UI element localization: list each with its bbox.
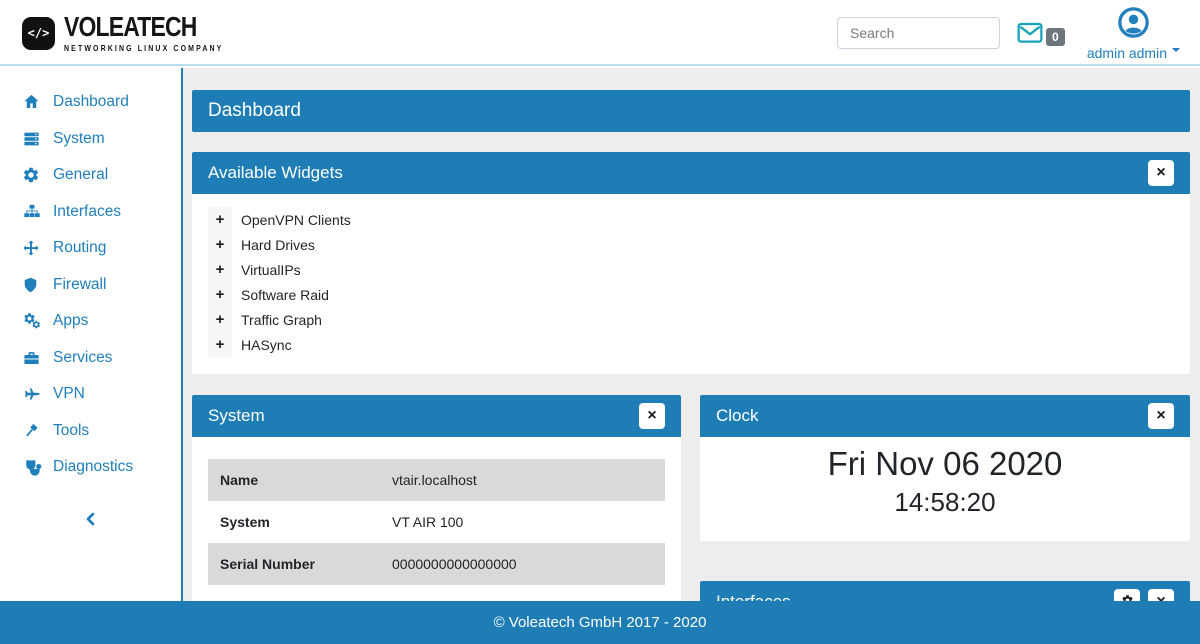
list-item: + VirtualIPs xyxy=(192,257,1190,282)
system-info-table: Name vtair.localhost System VT AIR 100 S… xyxy=(208,459,665,585)
copyright-text: © Voleatech GmbH 2017 - 2020 xyxy=(493,614,707,631)
arrows-icon xyxy=(22,239,42,257)
close-clock-button[interactable]: × xyxy=(1148,403,1174,429)
plus-icon[interactable]: + xyxy=(208,207,232,232)
panel-title: Available Widgets xyxy=(208,163,343,182)
home-icon xyxy=(22,93,42,111)
jet-icon xyxy=(22,385,42,403)
widget-label: HASync xyxy=(241,336,292,353)
sidebar-collapse-button[interactable] xyxy=(0,510,181,533)
mail-button[interactable]: 0 xyxy=(1016,20,1065,50)
close-system-button[interactable]: × xyxy=(639,403,665,429)
user-name: admin admin xyxy=(1087,45,1180,61)
sidebar-item-general[interactable]: General xyxy=(0,157,181,194)
main-content: Dashboard Available Widgets × + OpenVPN … xyxy=(183,68,1200,644)
panel-title: System xyxy=(208,406,265,425)
gear-icon xyxy=(22,166,42,184)
clock-panel-header: Clock × xyxy=(700,395,1190,437)
plus-icon[interactable]: + xyxy=(208,332,232,357)
list-item: + OpenVPN Clients xyxy=(192,207,1190,232)
brand-tagline: NETWORKING LINUX COMPANY xyxy=(64,43,224,53)
sidebar-item-services[interactable]: Services xyxy=(0,340,181,377)
plus-icon[interactable]: + xyxy=(208,307,232,332)
widget-label: OpenVPN Clients xyxy=(241,211,351,228)
sidebar-nav: Dashboard System General Interfaces Rout… xyxy=(0,68,183,644)
panel-title: Clock xyxy=(716,406,759,425)
shield-icon xyxy=(22,276,42,294)
list-item: + Software Raid xyxy=(192,282,1190,307)
sidebar-item-system[interactable]: System xyxy=(0,121,181,158)
table-row: System VT AIR 100 xyxy=(220,514,464,530)
list-item: + Hard Drives xyxy=(192,232,1190,257)
sidebar-item-vpn[interactable]: VPN xyxy=(0,376,181,413)
widget-label: Traffic Graph xyxy=(241,311,322,328)
page-footer: © Voleatech GmbH 2017 - 2020 xyxy=(0,601,1200,644)
user-circle-icon xyxy=(1118,7,1149,42)
available-widgets-header: Available Widgets × xyxy=(192,152,1190,194)
clock-panel: Clock × Fri Nov 06 2020 14:58:20 xyxy=(700,395,1190,541)
widget-label: VirtualIPs xyxy=(241,261,301,278)
list-item: + HASync xyxy=(192,332,1190,357)
plus-icon[interactable]: + xyxy=(208,232,232,257)
caret-down-icon xyxy=(1172,48,1180,56)
mail-badge: 0 xyxy=(1046,28,1065,46)
chevron-left-icon xyxy=(83,512,99,532)
close-widgets-button[interactable]: × xyxy=(1148,160,1174,186)
sidebar-item-firewall[interactable]: Firewall xyxy=(0,267,181,304)
gavel-icon xyxy=(22,422,42,440)
list-item: + Traffic Graph xyxy=(192,307,1190,332)
sidebar-item-apps[interactable]: Apps xyxy=(0,303,181,340)
plus-icon[interactable]: + xyxy=(208,257,232,282)
user-menu[interactable]: admin admin xyxy=(1087,7,1180,61)
sidebar-item-tools[interactable]: Tools xyxy=(0,413,181,450)
top-header: </> VOLEATECH NETWORKING LINUX COMPANY 0… xyxy=(0,0,1200,66)
brand-logo[interactable]: </> VOLEATECH NETWORKING LINUX COMPANY xyxy=(22,13,258,53)
clock-date: Fri Nov 06 2020 xyxy=(827,445,1063,482)
cogs-icon xyxy=(22,312,42,330)
system-panel-header: System × xyxy=(192,395,681,437)
widget-label: Software Raid xyxy=(241,286,329,303)
logo-text: VOLEATECH NETWORKING LINUX COMPANY xyxy=(64,11,224,54)
sitemap-icon xyxy=(22,203,42,221)
available-widgets-panel: Available Widgets × + OpenVPN Clients + … xyxy=(192,152,1190,374)
widget-label: Hard Drives xyxy=(241,236,315,253)
brand-name: VOLEATECH xyxy=(64,11,197,42)
server-icon xyxy=(22,130,42,148)
available-widgets-list: + OpenVPN Clients + Hard Drives + Virtua… xyxy=(192,194,1190,374)
sidebar-item-diagnostics[interactable]: Diagnostics xyxy=(0,449,181,486)
page-title: Dashboard xyxy=(192,90,1190,132)
envelope-icon xyxy=(1016,20,1044,50)
search-input[interactable] xyxy=(837,17,1000,49)
briefcase-icon xyxy=(22,349,42,367)
table-row: Serial Number 0000000000000000 xyxy=(208,543,665,585)
code-icon: </> xyxy=(22,16,55,50)
sidebar-item-routing[interactable]: Routing xyxy=(0,230,181,267)
plus-icon[interactable]: + xyxy=(208,282,232,307)
table-row: Name vtair.localhost xyxy=(208,459,665,501)
stethoscope-icon xyxy=(22,458,42,476)
sidebar-item-dashboard[interactable]: Dashboard xyxy=(0,84,181,121)
clock-time: 14:58:20 xyxy=(894,486,996,517)
sidebar-item-interfaces[interactable]: Interfaces xyxy=(0,194,181,231)
